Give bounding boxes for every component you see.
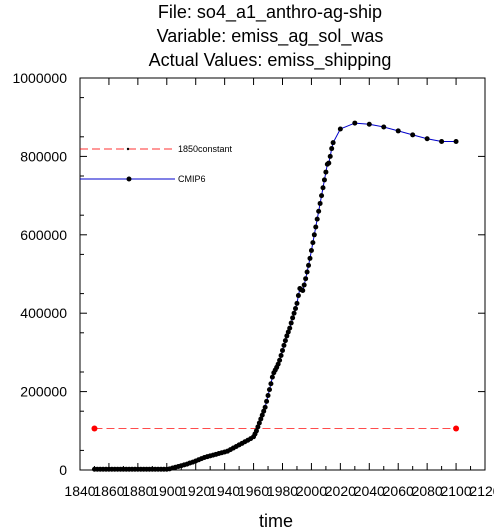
- series-cmip6-point: [308, 247, 314, 253]
- series-cmip6-point: [291, 310, 297, 316]
- series-1850constant-point: [91, 425, 98, 432]
- series-cmip6-point: [261, 408, 267, 414]
- plot-frame: [79, 77, 486, 471]
- series-cmip6-line: [94, 122, 457, 470]
- series-cmip6-point: [269, 374, 275, 380]
- series-cmip6-point: [282, 338, 288, 344]
- series-cmip6-point: [337, 126, 343, 132]
- series-cmip6-point: [266, 387, 272, 393]
- x-tick-label: 2060: [383, 483, 414, 499]
- x-tick-label: 1860: [93, 483, 124, 499]
- series-cmip6-point: [307, 255, 313, 261]
- series-cmip6-point: [410, 132, 416, 138]
- series-cmip6-point: [313, 224, 319, 230]
- title-line-3: Actual Values: emiss_shipping: [149, 50, 392, 71]
- series-cmip6-point: [303, 276, 309, 282]
- series-layer: [91, 120, 460, 472]
- series-cmip6-point: [295, 293, 301, 299]
- series-cmip6-point: [255, 424, 261, 430]
- series-1850constant-point: [453, 425, 460, 432]
- series-cmip6-point: [319, 193, 325, 199]
- series-cmip6-point: [284, 333, 290, 339]
- series-cmip6-point: [281, 342, 287, 348]
- series-cmip6-point: [290, 315, 296, 321]
- x-tick-label: 2100: [440, 483, 471, 499]
- series-cmip6-point: [453, 139, 459, 145]
- series-cmip6-point: [329, 146, 335, 152]
- x-tick-label: 1940: [209, 483, 240, 499]
- series-cmip6-point: [301, 282, 307, 288]
- series-cmip6-point: [300, 287, 306, 293]
- y-tick-label: 0: [59, 462, 67, 478]
- x-tick-label: 1880: [122, 483, 153, 499]
- legend-cmip6-label: CMIP6: [178, 174, 206, 184]
- series-cmip6-point: [280, 347, 285, 353]
- series-cmip6-point: [330, 140, 336, 146]
- x-tick-label: 1980: [267, 483, 298, 499]
- series-cmip6-point: [366, 121, 372, 127]
- series-cmip6-point: [278, 353, 284, 359]
- x-tick-label: 1900: [151, 483, 182, 499]
- series-cmip6-point: [285, 329, 291, 335]
- x-tick-label: 2000: [296, 483, 327, 499]
- legend: 1850constant CMIP6: [80, 144, 233, 184]
- series-cmip6-point: [268, 381, 274, 387]
- series-cmip6-point: [424, 136, 430, 142]
- x-tick-label: 2080: [412, 483, 443, 499]
- y-tick-label: 1000000: [12, 70, 67, 86]
- series-cmip6-point: [293, 305, 299, 311]
- series-cmip6-point: [277, 357, 283, 363]
- series-cmip6-point: [287, 325, 293, 331]
- legend-1850constant-label: 1850constant: [178, 144, 233, 154]
- series-cmip6-point: [253, 428, 259, 434]
- series-cmip6-point: [258, 416, 264, 422]
- series-cmip6-point: [275, 361, 281, 367]
- series-cmip6-point: [259, 412, 265, 418]
- series-cmip6-point: [395, 128, 401, 134]
- series-cmip6-point: [288, 320, 294, 326]
- series-cmip6-point: [439, 139, 445, 145]
- x-tick-label: 1840: [64, 483, 95, 499]
- series-cmip6-point: [323, 169, 329, 175]
- x-tick-label: 2020: [325, 483, 356, 499]
- series-cmip6-point: [314, 216, 320, 222]
- y-tick-label: 200000: [20, 384, 67, 400]
- series-cmip6-point: [264, 398, 270, 404]
- y-tick-label: 400000: [20, 305, 67, 321]
- legend-1850constant-marker: [126, 147, 130, 151]
- x-tick-label: 1960: [238, 483, 269, 499]
- series-cmip6-point: [265, 393, 271, 399]
- x-axis-label: time: [259, 511, 293, 530]
- y-axis: 0 200000 400000 600000 800000 1000000: [12, 70, 485, 478]
- title-line-2: Variable: emiss_ag_sol_was: [157, 26, 384, 47]
- x-tick-label: 2040: [354, 483, 385, 499]
- title-line-1: File: so4_a1_anthro-ag-ship: [158, 2, 382, 23]
- x-axis: 1840186018801900192019401960198020002020…: [64, 78, 494, 499]
- series-cmip6-point: [352, 120, 358, 126]
- series-cmip6-point: [294, 300, 300, 306]
- series-cmip6-point: [316, 208, 322, 214]
- y-tick-label: 600000: [20, 227, 67, 243]
- series-cmip6-point: [304, 269, 310, 275]
- series-cmip6-point: [262, 404, 268, 410]
- y-tick-label: 800000: [20, 148, 67, 164]
- series-cmip6-point: [320, 185, 326, 191]
- series-cmip6-point: [327, 153, 333, 159]
- series-cmip6-point: [311, 232, 317, 238]
- x-tick-label: 1920: [180, 483, 211, 499]
- series-cmip6-point: [310, 240, 316, 246]
- series-cmip6-point: [326, 160, 332, 166]
- series-cmip6-point: [381, 124, 387, 130]
- series-cmip6-point: [306, 262, 312, 268]
- series-cmip6-point: [321, 177, 327, 183]
- series-cmip6-point: [256, 420, 262, 426]
- series-cmip6-point: [317, 200, 323, 206]
- legend-cmip6-marker: [126, 176, 132, 182]
